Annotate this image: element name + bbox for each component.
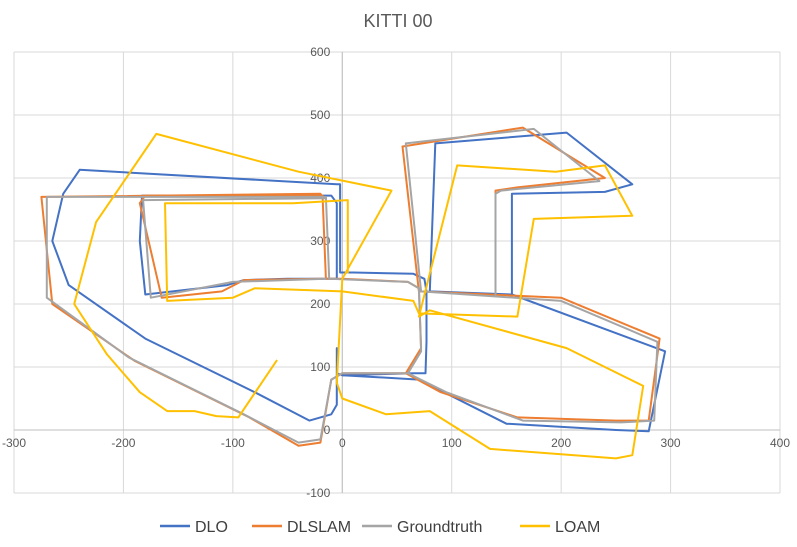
x-tick-label: -200 xyxy=(111,436,135,450)
chart-legend: DLO DLSLAM Groundtruth LOAM xyxy=(160,519,600,536)
x-tick-label: -100 xyxy=(221,436,245,450)
legend-label: LOAM xyxy=(555,519,600,536)
legend-label: DLO xyxy=(195,519,228,536)
legend-label: DLSLAM xyxy=(287,519,351,536)
x-tick-label: 0 xyxy=(339,436,346,450)
y-tick-label: 500 xyxy=(310,108,330,122)
series-line-groundtruth xyxy=(404,127,659,424)
x-tick-label: 400 xyxy=(770,436,790,450)
legend-item-dlslam: DLSLAM xyxy=(252,519,351,536)
x-tick-label: 200 xyxy=(551,436,571,450)
chart-title: KITTI 00 xyxy=(363,11,432,31)
series-line-dlslam xyxy=(401,126,661,422)
series-line-groundtruth xyxy=(142,197,327,299)
chart-plot-area xyxy=(40,126,667,460)
x-tick-label: -300 xyxy=(2,436,26,450)
legend-item-loam: LOAM xyxy=(520,519,600,536)
y-tick-label: -100 xyxy=(306,486,330,500)
y-tick-label: 600 xyxy=(310,45,330,59)
series-line-dlo xyxy=(51,168,428,422)
y-tick-label: 200 xyxy=(310,297,330,311)
chart-tick-labels: -300 -200 -100 0 100 200 300 400-10001002003004… xyxy=(2,45,790,500)
legend-item-dlo: DLO xyxy=(160,519,228,536)
legend-label: Groundtruth xyxy=(397,519,482,536)
y-tick-label: 100 xyxy=(310,360,330,374)
legend-item-groundtruth: Groundtruth xyxy=(362,519,482,536)
y-tick-label: 0 xyxy=(324,423,331,437)
series-line-groundtruth xyxy=(45,195,423,444)
series-line-loam xyxy=(73,132,645,460)
x-tick-label: 300 xyxy=(661,436,681,450)
x-tick-label: 100 xyxy=(442,436,462,450)
series-line-dlslam xyxy=(138,194,324,299)
